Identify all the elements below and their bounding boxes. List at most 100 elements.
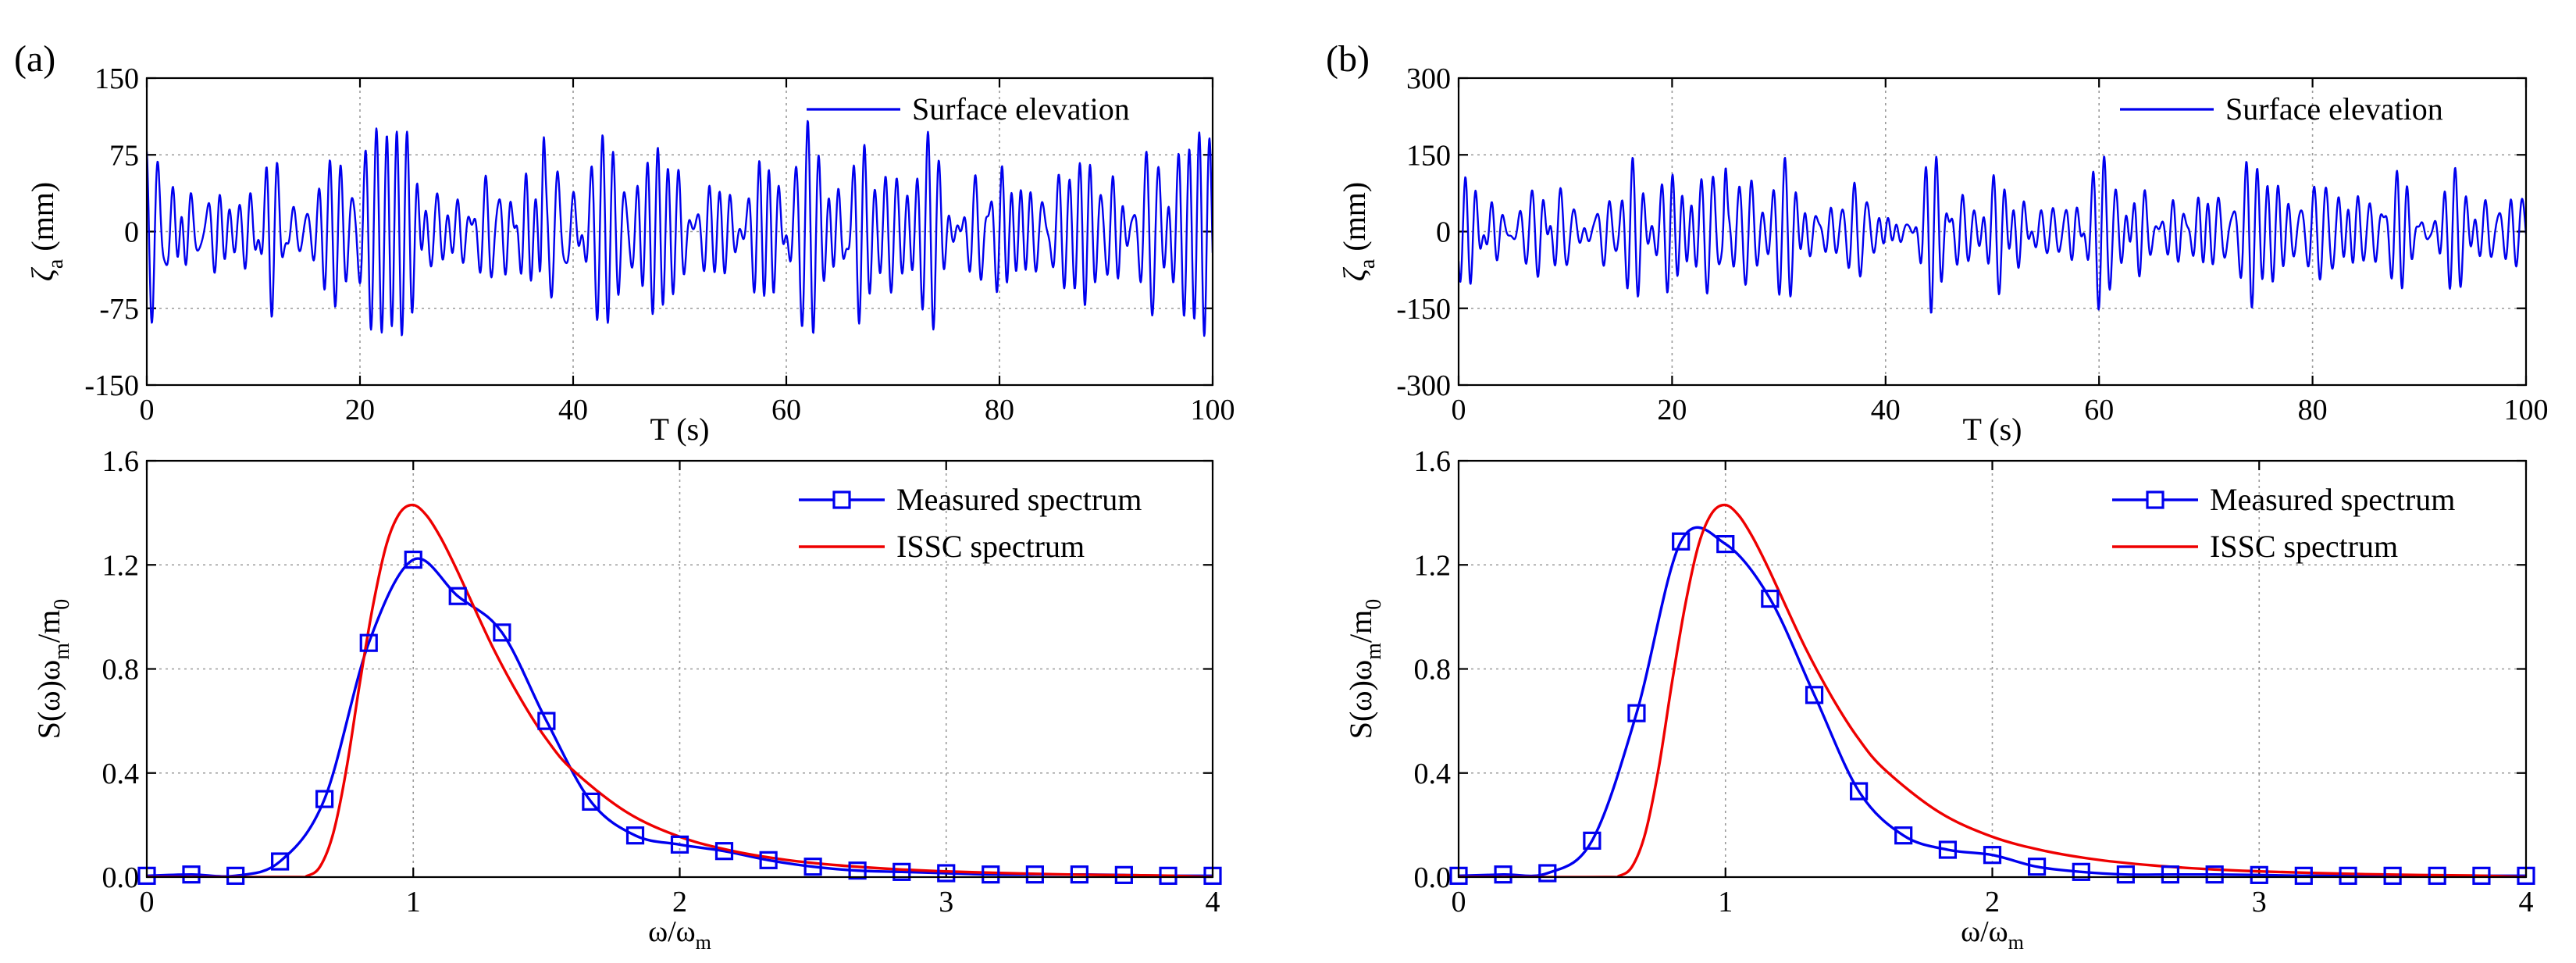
y-label-main: S(ω)ω xyxy=(31,660,66,740)
data-point-marker xyxy=(2116,865,2135,884)
data-point-marker xyxy=(1761,589,1780,608)
y-tick-label: 0.8 xyxy=(102,654,140,687)
panel-label: (b) xyxy=(1326,38,1370,80)
x-tick-label: 3 xyxy=(939,886,953,918)
data-point-marker xyxy=(582,792,600,811)
data-point-marker xyxy=(1672,532,1691,551)
data-point-marker xyxy=(271,852,290,871)
data-point-marker xyxy=(2339,866,2357,885)
data-point-marker xyxy=(1025,865,1044,884)
data-point-marker xyxy=(537,712,556,730)
data-point-marker xyxy=(670,835,689,854)
data-point-marker xyxy=(2205,865,2224,884)
y-label-subscript-m: m xyxy=(50,643,74,660)
x-tick-label: 2 xyxy=(1985,886,2000,918)
data-point-marker xyxy=(1159,866,1178,885)
data-point-marker xyxy=(1627,704,1646,722)
x-tick-label: 20 xyxy=(1657,394,1687,426)
data-point-marker xyxy=(2428,866,2446,885)
y-label-unit: (mm) xyxy=(1337,182,1372,259)
y-tick-label: -150 xyxy=(84,369,139,402)
legend-label-surface-elevation: Surface elevation xyxy=(912,91,1130,127)
y-label-mid: /m xyxy=(1343,610,1378,643)
x-label-subscript: m xyxy=(696,931,711,954)
x-label-main: ω/ω xyxy=(1961,915,2008,948)
y-tick-label: 1.2 xyxy=(102,549,140,582)
data-point-marker xyxy=(359,633,378,652)
x-axis-label: ω/ωm xyxy=(648,915,711,954)
y-tick-label: 1.2 xyxy=(1414,549,1452,582)
y-label-mid: /m xyxy=(31,610,66,643)
y-axis-label: ζa (mm) xyxy=(25,182,68,282)
y-tick-label: 0 xyxy=(124,216,139,249)
y-tick-label: 75 xyxy=(109,139,139,172)
legend: Measured spectrum ISSC spectrum xyxy=(799,482,1142,564)
data-point-marker xyxy=(2072,862,2090,881)
y-tick-label: 0.0 xyxy=(1414,861,1452,894)
axes-frame xyxy=(145,77,1214,387)
x-axis-label: T (s) xyxy=(1963,412,2022,447)
data-point-marker xyxy=(2472,866,2491,885)
data-point-marker xyxy=(226,866,245,885)
panel-label: (a) xyxy=(14,38,55,80)
y-tick-label: 0.8 xyxy=(1414,654,1452,687)
x-tick-label: 0 xyxy=(1452,886,1466,918)
data-point-marker xyxy=(982,865,1000,884)
data-point-marker xyxy=(625,826,645,845)
chart-a-bottom: 0 1 2 3 40.00.40.81.21.6ω/ωmS(ω)ωm/m0Measure… xyxy=(31,445,1222,954)
legend-label-surface-elevation: Surface elevation xyxy=(2225,91,2443,127)
data-point-marker xyxy=(1070,865,1088,884)
data-point-marker xyxy=(1716,534,1735,554)
x-tick-label: 0 xyxy=(140,886,155,918)
y-label-symbol: ζ xyxy=(1337,266,1372,281)
data-point-marker xyxy=(2294,866,2313,885)
x-tick-label: 40 xyxy=(558,394,588,426)
y-label-subscript-0: 0 xyxy=(50,599,74,610)
data-point-marker xyxy=(1114,865,1133,884)
chart-a-top: 0 20 40 60 80 100 -150 -75 0 75 150 T (s) ζa (mm) (a)… xyxy=(14,38,1235,447)
legend-marker-measured-spectrum xyxy=(832,490,851,509)
data-point-marker xyxy=(2027,858,2047,876)
legend-label-issc-spectrum: ISSC spectrum xyxy=(2210,529,2398,564)
data-point-marker xyxy=(1494,865,1512,884)
data-point-marker xyxy=(1805,686,1824,704)
y-tick-label: 300 xyxy=(1406,62,1451,95)
x-tick-label: 100 xyxy=(2504,394,2549,426)
data-point-marker xyxy=(714,842,734,861)
legend-label-measured-spectrum: Measured spectrum xyxy=(896,482,1142,517)
data-point-marker xyxy=(2161,865,2180,884)
y-label-subscript-m: m xyxy=(1362,643,1386,660)
chart-b-bottom: 0 1 2 3 40.00.40.81.21.6ω/ωmS(ω)ωm/m0Measure… xyxy=(1343,445,2535,954)
legend: Measured spectrum ISSC spectrum xyxy=(2112,482,2455,564)
series-line-measured-spectrum xyxy=(1459,526,2526,877)
x-tick-label: 3 xyxy=(2252,886,2267,918)
data-point-marker xyxy=(1938,840,1958,859)
plot-area xyxy=(147,119,1213,337)
x-tick-label: 0 xyxy=(140,394,155,426)
data-point-marker xyxy=(803,858,822,876)
x-tick-label: 80 xyxy=(985,394,1014,426)
y-tick-label: 0.4 xyxy=(1414,758,1452,790)
x-label-subscript: m xyxy=(2008,931,2024,954)
data-point-marker xyxy=(315,790,334,808)
y-label-subscript: a xyxy=(44,259,68,269)
y-label-symbol: ζ xyxy=(25,266,60,281)
y-tick-label: 0.4 xyxy=(102,758,140,790)
x-tick-label: 1 xyxy=(406,886,421,918)
data-point-marker xyxy=(493,623,511,642)
y-tick-label: 0 xyxy=(1436,216,1451,249)
data-point-marker xyxy=(1894,826,1913,845)
x-label-main: ω/ω xyxy=(648,915,696,948)
x-tick-label: 0 xyxy=(1452,394,1466,426)
x-tick-label: 100 xyxy=(1191,394,1235,426)
x-tick-label: 20 xyxy=(345,394,375,426)
y-axis-label: ζa (mm) xyxy=(1337,182,1380,282)
data-point-marker xyxy=(1583,831,1602,850)
data-point-marker xyxy=(759,851,778,869)
plot-area xyxy=(1459,155,2526,314)
x-axis-label: T (s) xyxy=(650,412,710,447)
data-point-marker xyxy=(848,861,867,880)
y-label-unit: (mm) xyxy=(25,182,60,259)
